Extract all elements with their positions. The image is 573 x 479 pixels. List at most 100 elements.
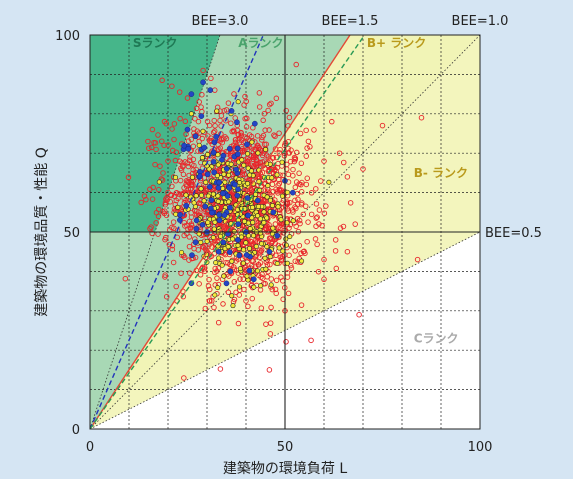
data-point [162, 201, 168, 208]
data-point [207, 298, 213, 304]
data-point [245, 151, 251, 157]
data-point [256, 104, 263, 110]
data-point [182, 223, 188, 229]
data-point [177, 115, 183, 122]
data-point [184, 95, 191, 101]
data-point [223, 165, 230, 172]
data-point [269, 286, 275, 293]
data-point [296, 217, 303, 224]
data-point [279, 193, 285, 199]
data-point [187, 224, 194, 231]
data-point [186, 257, 192, 263]
data-point [266, 248, 273, 255]
data-point [216, 217, 223, 224]
data-point [304, 238, 310, 245]
data-point [162, 272, 168, 278]
data-point [250, 154, 257, 161]
data-point [210, 129, 217, 136]
data-point [254, 197, 261, 204]
data-point [226, 199, 232, 205]
bee-label: BEE=0.5 [485, 226, 542, 241]
data-point [181, 142, 188, 149]
data-point [207, 254, 213, 260]
data-point [206, 138, 213, 144]
data-point [258, 248, 264, 255]
data-point [250, 276, 257, 283]
data-point [212, 282, 218, 288]
data-point [202, 203, 209, 210]
data-point [199, 265, 205, 272]
data-point [161, 142, 167, 149]
data-point [215, 265, 222, 271]
data-point [251, 146, 258, 153]
data-point [183, 192, 189, 198]
data-point [156, 179, 162, 185]
data-point [263, 321, 269, 327]
data-point [216, 179, 223, 186]
data-point [241, 102, 247, 108]
data-point [254, 133, 261, 139]
data-point [198, 104, 204, 110]
data-point [298, 160, 305, 167]
data-point [198, 206, 205, 212]
data-point [212, 269, 218, 276]
data-point [180, 162, 186, 169]
data-point [185, 138, 192, 144]
data-point [213, 260, 219, 266]
data-point [270, 225, 276, 231]
data-point [220, 239, 227, 246]
y-tick-label: 0 [72, 423, 80, 438]
data-point [217, 117, 223, 124]
data-point [181, 219, 187, 226]
data-point [229, 258, 235, 264]
data-point [316, 221, 322, 227]
data-point [245, 212, 251, 219]
data-point [278, 257, 285, 264]
data-point [159, 77, 165, 84]
data-point [189, 174, 195, 180]
plot-frame [89, 34, 481, 430]
data-point [323, 203, 329, 209]
data-point [228, 161, 234, 167]
data-point [276, 245, 282, 251]
data-point [196, 142, 202, 148]
data-point [188, 111, 194, 117]
data-point [221, 171, 227, 177]
data-point [326, 179, 332, 185]
data-point [199, 244, 206, 250]
data-point [193, 225, 200, 232]
data-point [245, 233, 251, 239]
data-point [275, 204, 281, 210]
data-point [344, 248, 351, 255]
data-point [308, 190, 315, 196]
data-point [265, 189, 271, 195]
data-point [318, 178, 324, 184]
data-point [256, 90, 263, 96]
data-point [204, 171, 211, 178]
data-point [250, 204, 256, 210]
data-point [160, 209, 166, 215]
data-point [198, 192, 204, 198]
data-point [280, 248, 286, 254]
data-point [191, 245, 197, 252]
data-point [265, 107, 271, 114]
data-point [260, 117, 266, 124]
data-point [153, 146, 159, 153]
data-point [267, 331, 274, 337]
rank-label: B+ ランク [367, 36, 426, 50]
data-point [261, 110, 268, 117]
data-point [273, 277, 280, 284]
rank-label: Cランク [414, 331, 459, 345]
data-point [225, 100, 232, 106]
zone-s [90, 35, 220, 232]
data-point [240, 260, 246, 266]
data-point [235, 131, 242, 138]
data-point [212, 292, 218, 298]
data-point [356, 311, 362, 318]
data-point [217, 366, 224, 372]
data-point [266, 101, 273, 108]
data-point [199, 91, 205, 98]
data-point [231, 128, 237, 135]
data-point [253, 191, 259, 197]
data-point [253, 243, 259, 249]
